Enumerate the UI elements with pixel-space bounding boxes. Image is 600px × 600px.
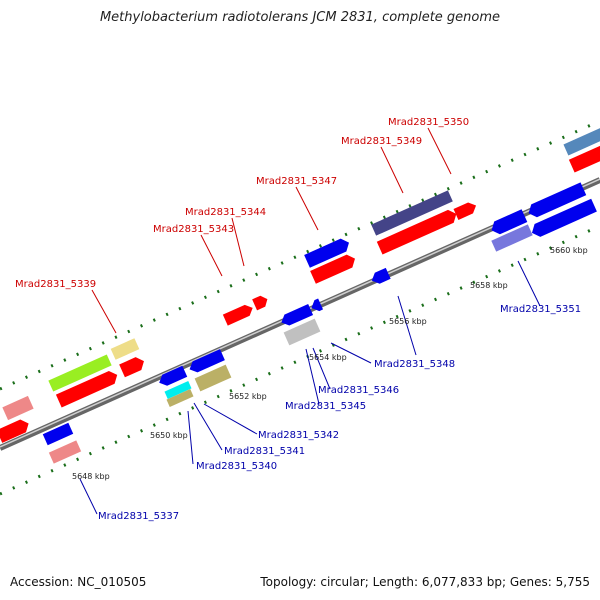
gene-feature[interactable] [304,236,352,268]
gene-feature[interactable] [279,303,314,328]
genome-summary-text: Topology: circular; Length: 6,077,833 bp… [260,575,590,589]
gene-feature[interactable] [0,417,31,443]
gene-label[interactable]: Mrad2831_5345 [285,401,366,412]
gene-feature[interactable] [157,365,188,388]
gene-feature[interactable] [489,209,528,236]
kbp-label: 5652 kbp [229,392,267,401]
gene-feature[interactable] [568,143,600,173]
gene-feature[interactable] [376,207,459,255]
gene-feature[interactable] [526,182,587,219]
gene-feature[interactable] [491,224,533,252]
gene-feature[interactable] [529,198,597,240]
outer-tick-track [0,119,600,391]
gene-label[interactable]: Mrad2831_5337 [98,511,179,522]
gene-feature[interactable] [310,252,358,284]
gene-label[interactable]: Mrad2831_5344 [185,207,266,218]
reverse-features [42,182,597,464]
gene-feature[interactable] [252,294,270,311]
gene-feature[interactable] [42,422,74,446]
forward-leader-lines [91,127,452,334]
gene-feature[interactable] [283,318,321,346]
gene-feature[interactable] [453,200,479,220]
reverse-gene-labels: Mrad2831_5337 Mrad2831_5340 Mrad2831_534… [98,304,581,522]
genome-title: Methylobacterium radiotolerans JCM 2831,… [99,10,501,25]
gene-label[interactable]: Mrad2831_5346 [318,385,399,396]
gene-feature[interactable] [369,267,391,286]
gene-label[interactable]: Mrad2831_5343 [153,224,234,235]
gene-label[interactable]: Mrad2831_5351 [500,304,581,315]
gene-label[interactable]: Mrad2831_5347 [256,176,337,187]
reverse-leader-lines [79,260,541,515]
gene-feature[interactable] [166,389,194,407]
gene-label[interactable]: Mrad2831_5348 [374,359,455,370]
kbp-labels: 5648 kbp 5650 kbp 5652 kbp 5654 kbp 5656… [72,246,588,481]
gene-feature[interactable] [222,302,255,326]
gene-label[interactable]: Mrad2831_5342 [258,430,339,441]
forward-gene-labels: Mrad2831_5339 Mrad2831_5343 Mrad2831_534… [15,117,469,290]
gene-label[interactable]: Mrad2831_5339 [15,279,96,290]
gene-feature[interactable] [48,440,82,464]
gene-feature[interactable] [309,298,324,313]
gene-label[interactable]: Mrad2831_5341 [224,446,305,457]
kbp-label: 5650 kbp [150,431,188,440]
gene-feature[interactable] [164,381,192,399]
gene-label[interactable]: Mrad2831_5350 [388,117,469,128]
gene-feature[interactable] [55,369,120,408]
gene-feature[interactable] [371,190,453,236]
kbp-label: 5660 kbp [550,246,588,255]
gene-label[interactable]: Mrad2831_5340 [196,461,277,472]
accession-text: Accession: NC_010505 [10,575,147,589]
kbp-label: 5648 kbp [72,472,110,481]
gene-feature[interactable] [187,349,225,375]
gene-feature[interactable] [2,395,34,421]
gene-feature[interactable] [110,338,140,360]
kbp-label: 5654 kbp [309,353,347,362]
inner-tick-track [0,224,600,496]
gene-label[interactable]: Mrad2831_5349 [341,136,422,147]
kbp-label: 5658 kbp [470,281,508,290]
forward-features [0,126,600,443]
gene-feature[interactable] [194,364,232,392]
kbp-label: 5656 kbp [389,317,427,326]
gene-feature[interactable] [119,355,147,378]
gene-feature[interactable] [563,126,600,156]
gene-feature[interactable] [48,354,112,392]
